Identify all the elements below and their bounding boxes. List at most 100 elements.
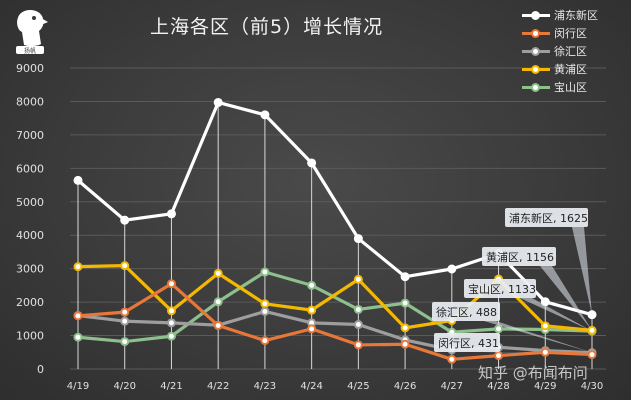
data-point (353, 274, 363, 284)
data-label: 宝山区, 1133 (468, 282, 536, 296)
x-tick-label: 4/27 (441, 381, 463, 392)
series-line (77, 282, 593, 361)
y-tick-label: 6000 (16, 162, 44, 175)
data-point (307, 305, 317, 315)
data-point (166, 331, 176, 341)
data-point (353, 304, 363, 314)
data-point (213, 297, 223, 307)
data-point (494, 324, 504, 334)
data-point (166, 279, 176, 289)
data-point (213, 268, 223, 278)
data-point (166, 306, 176, 316)
legend-item: 黄浦区 (522, 60, 598, 78)
y-tick-label: 5000 (16, 196, 44, 209)
legend-label: 宝山区 (554, 81, 587, 94)
legend-swatch (522, 10, 550, 20)
x-tick-label: 4/22 (207, 381, 229, 392)
data-point (120, 215, 130, 225)
legend-swatch (522, 64, 550, 74)
x-tick-label: 4/28 (487, 381, 509, 392)
x-tick-label: 4/25 (347, 381, 369, 392)
y-tick-label: 4000 (16, 229, 44, 242)
x-tick-label: 4/26 (394, 381, 416, 392)
legend-label: 徐汇区 (554, 45, 587, 58)
data-point (494, 351, 504, 361)
legend-item: 徐汇区 (522, 42, 598, 60)
y-tick-label: 2000 (16, 296, 44, 309)
series-line (77, 270, 593, 344)
data-point (213, 321, 223, 331)
data-point (166, 318, 176, 328)
chart-legend: 浦东新区闵行区徐汇区黄浦区宝山区 (522, 6, 598, 96)
data-point (166, 209, 176, 219)
chart-title: 上海各区（前5）增长情况 (150, 16, 384, 38)
x-tick-label: 4/23 (254, 381, 276, 392)
x-tick-label: 4/29 (534, 381, 556, 392)
x-tick-label: 4/30 (581, 381, 603, 392)
data-point (73, 262, 83, 272)
x-tick-label: 4/20 (113, 381, 135, 392)
data-point (540, 297, 550, 307)
y-tick-label: 1000 (16, 330, 44, 343)
data-point (120, 261, 130, 271)
data-label: 浦东新区, 1625 (509, 211, 588, 225)
data-point (400, 298, 410, 308)
callout-box (434, 333, 500, 352)
data-point (260, 267, 270, 277)
data-point (447, 264, 457, 274)
watermark-text: 知乎 @布闻布问 (478, 364, 588, 382)
callout-box (464, 279, 536, 298)
y-tick-label: 3000 (16, 263, 44, 276)
data-label: 黄浦区, 1156 (486, 250, 554, 264)
data-point (120, 337, 130, 347)
callout-pointer (484, 352, 592, 355)
data-label: 闵行区, 431 (438, 336, 499, 350)
legend-label: 浦东新区 (554, 9, 598, 22)
data-point (260, 299, 270, 309)
y-tick-label: 8000 (16, 95, 44, 108)
legend-swatch (522, 28, 550, 38)
data-point (307, 280, 317, 290)
y-tick-label: 0 (37, 363, 44, 376)
legend-swatch (522, 82, 550, 92)
data-point (307, 324, 317, 334)
callout-box (482, 247, 556, 266)
data-point (400, 323, 410, 333)
data-point (260, 306, 270, 316)
data-point (353, 340, 363, 350)
callout-box (432, 302, 500, 321)
data-point (73, 175, 83, 185)
data-point (353, 234, 363, 244)
legend-item: 宝山区 (522, 78, 598, 96)
legend-item: 闵行区 (522, 24, 598, 42)
legend-label: 黄浦区 (554, 63, 587, 76)
data-point (540, 321, 550, 331)
legend-swatch (522, 46, 550, 56)
callout-pointer (520, 298, 592, 332)
y-tick-label: 7000 (16, 129, 44, 142)
x-tick-label: 4/24 (300, 381, 322, 392)
y-tick-label: 9000 (16, 62, 44, 75)
callout-box (505, 208, 588, 227)
x-tick-label: 4/21 (160, 381, 182, 392)
data-point (447, 354, 457, 364)
parrot-logo-icon: 扬帆 (16, 10, 48, 55)
data-point (400, 272, 410, 282)
data-point (353, 320, 363, 330)
legend-label: 闵行区 (554, 27, 587, 40)
data-point (307, 158, 317, 168)
callout-pointer (540, 266, 592, 331)
legend-item: 浦东新区 (522, 6, 598, 24)
callout-pointer (572, 227, 592, 315)
data-point (120, 316, 130, 326)
data-point (120, 307, 130, 317)
data-point (213, 97, 223, 107)
data-point (400, 339, 410, 349)
data-label: 徐汇区, 488 (436, 305, 497, 319)
data-point (260, 110, 270, 120)
series-line (77, 309, 593, 355)
data-point (260, 336, 270, 346)
data-point (73, 311, 83, 321)
